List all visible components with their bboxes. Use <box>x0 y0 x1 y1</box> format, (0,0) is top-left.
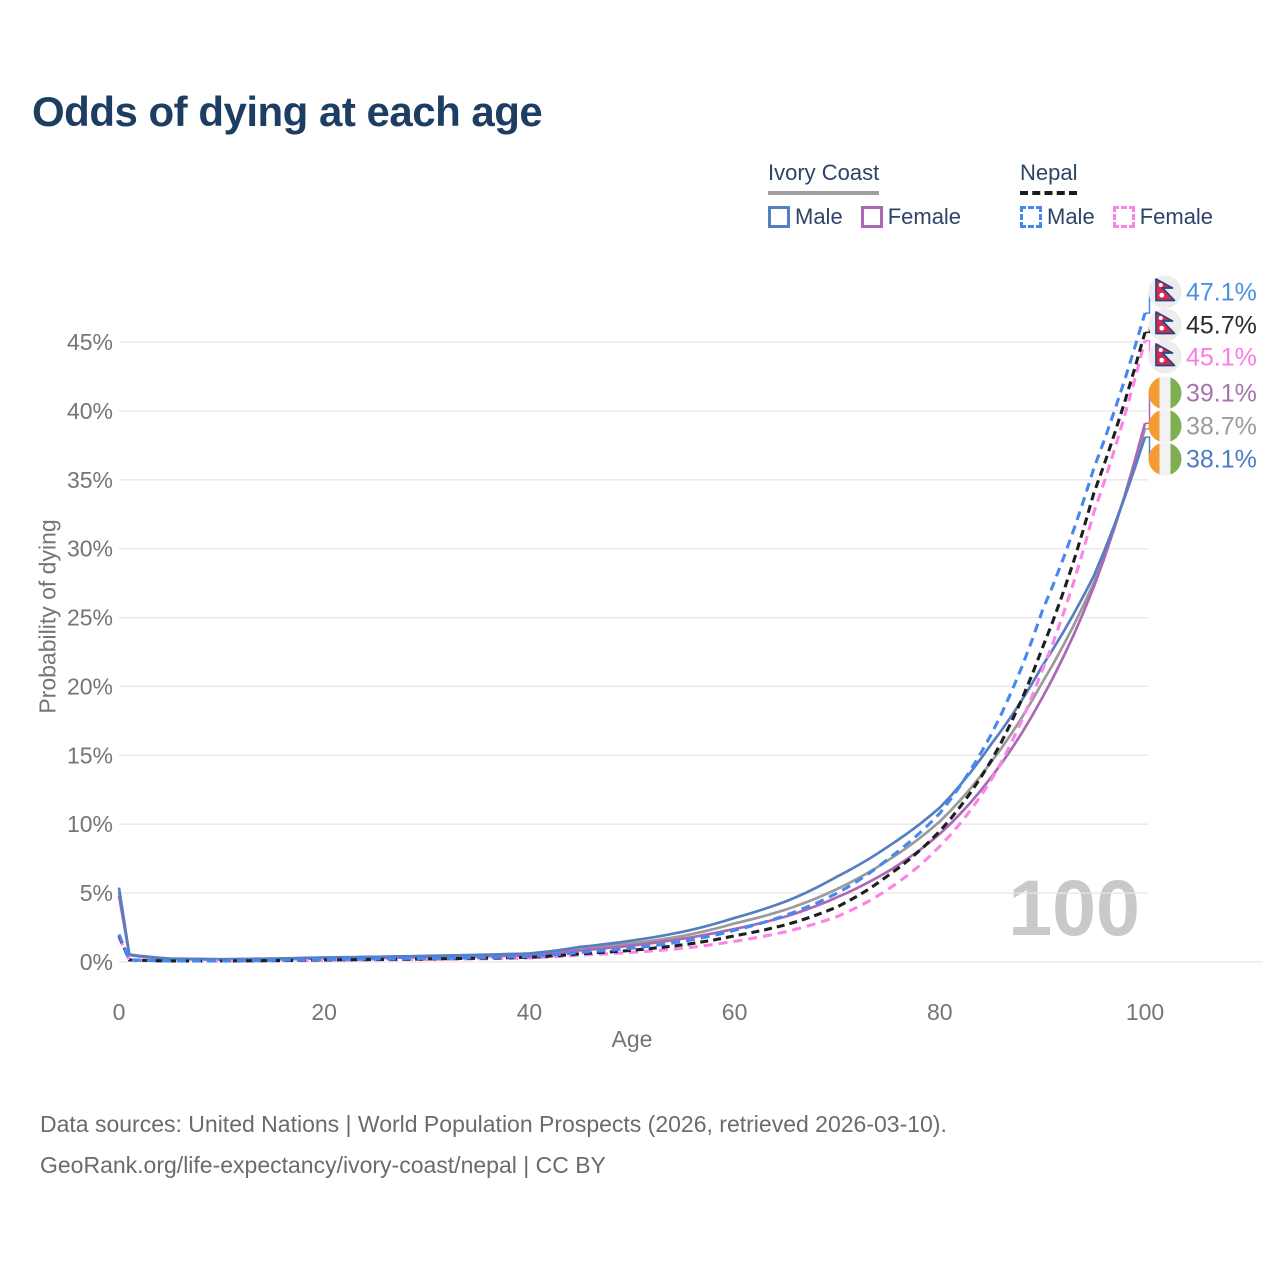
nepal-flag-icon <box>1148 340 1182 374</box>
y-tick-label: 5% <box>80 880 113 906</box>
nepal-female-end-label: 45.1% <box>1186 344 1257 372</box>
footer-attribution: GeoRank.org/life-expectancy/ivory-coast/… <box>40 1152 606 1178</box>
nepal-male-swatch-icon <box>1020 206 1042 228</box>
nepal-male-line[interactable] <box>117 312 1147 963</box>
legend-item-label: Male <box>1047 204 1095 229</box>
ivory-coast-male-line[interactable] <box>117 436 1147 961</box>
ivory-coast-male-end-label: 38.1% <box>1186 446 1257 474</box>
ivory-coast-both-sexes-line[interactable] <box>117 428 1147 961</box>
y-tick-label: 15% <box>67 742 113 768</box>
legend-group-nepal: Nepal Male Female <box>1020 160 1231 230</box>
footer-data-sources: Data sources: United Nations | World Pop… <box>40 1111 947 1137</box>
y-tick-label: 0% <box>80 949 113 975</box>
x-tick-label: 0 <box>113 999 126 1025</box>
legend-item-nepal-male[interactable]: Male <box>1020 204 1095 230</box>
legend-item-label: Female <box>1139 204 1214 229</box>
nepal-male-end-label: 47.1% <box>1186 279 1257 307</box>
chart-title: Odds of dying at each age <box>32 88 543 135</box>
ivory-coast-female-line[interactable] <box>117 422 1147 962</box>
legend-item-nepal-female[interactable]: Female <box>1112 204 1214 230</box>
x-tick-label: 60 <box>722 999 748 1025</box>
y-tick-label: 45% <box>67 329 113 355</box>
y-tick-label: 10% <box>67 811 113 837</box>
ivory-coast-female-swatch-icon <box>860 206 883 228</box>
legend-group-ivory-coast: Ivory Coast Male Female <box>768 160 979 230</box>
y-tick-label: 20% <box>67 673 113 699</box>
x-tick-label: 100 <box>1126 999 1164 1025</box>
ivory-coast-female-end-label: 39.1% <box>1186 380 1257 408</box>
x-tick-label: 40 <box>517 999 543 1025</box>
ivory-coast-flag-icon <box>1148 409 1182 443</box>
nepal-both-sexes-line[interactable] <box>117 331 1147 963</box>
footer: Data sources: United Nations | World Pop… <box>40 1104 947 1186</box>
y-tick-label: 25% <box>67 605 113 631</box>
x-axis-title: Age <box>611 1026 653 1052</box>
nepal-flag-icon <box>1148 275 1182 309</box>
nepal-both-sexes-end-label: 45.7% <box>1186 312 1257 340</box>
legend-group-title-nepal: Nepal <box>1020 160 1078 195</box>
y-tick-label: 40% <box>67 398 113 424</box>
legend-item-label: Female <box>887 204 962 229</box>
nepal-female-line[interactable] <box>117 340 1147 963</box>
x-tick-label: 20 <box>311 999 337 1025</box>
nepal-female-swatch-icon <box>1112 206 1135 228</box>
nepal-flag-icon <box>1148 308 1182 342</box>
legend-group-title-ivory-coast: Ivory Coast <box>768 160 880 195</box>
ivory-coast-both-sexes-end-label: 38.7% <box>1186 413 1257 441</box>
ivory-coast-male-swatch-icon <box>768 206 790 228</box>
age-watermark: 100 <box>1008 863 1140 952</box>
legend-item-label: Male <box>795 204 843 229</box>
x-tick-label: 80 <box>927 999 953 1025</box>
y-tick-label: 30% <box>67 536 113 562</box>
ivory-coast-flag-icon <box>1148 442 1182 476</box>
y-axis-title: Probability of dying <box>34 519 61 714</box>
legend-item-ivory-coast-female[interactable]: Female <box>860 204 962 230</box>
legend-item-ivory-coast-male[interactable]: Male <box>768 204 843 230</box>
y-tick-label: 35% <box>67 467 113 493</box>
ivory-coast-flag-icon <box>1148 376 1182 410</box>
